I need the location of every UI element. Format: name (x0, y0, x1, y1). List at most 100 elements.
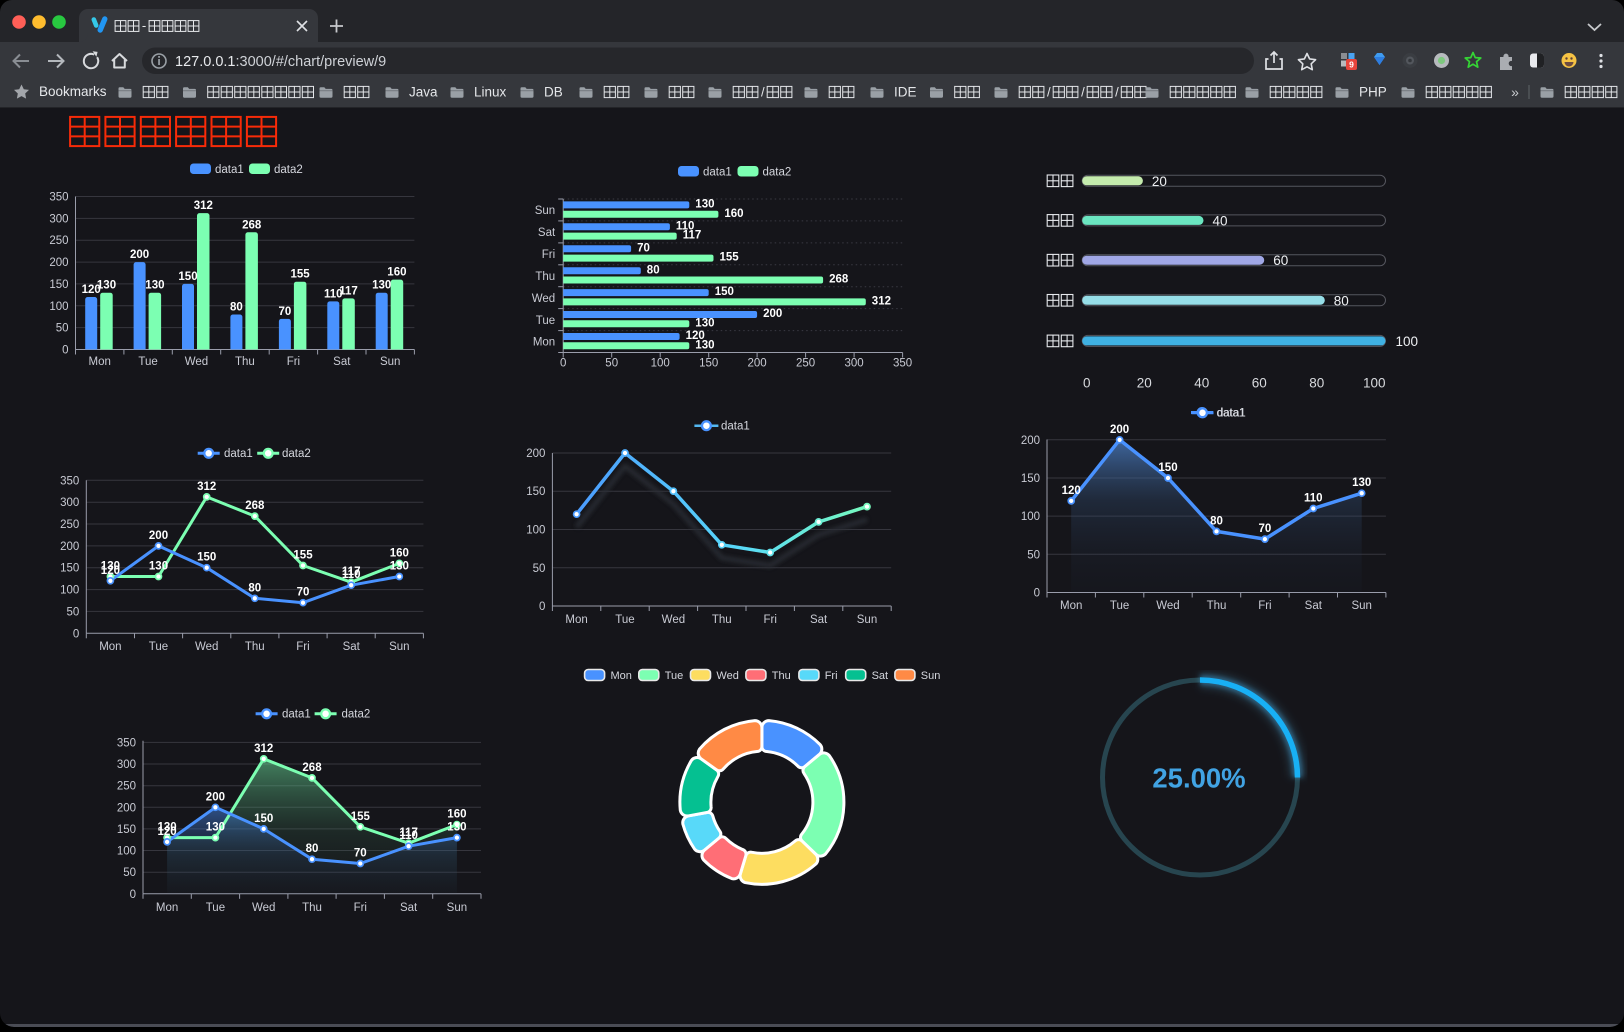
svg-text:50: 50 (533, 563, 546, 575)
svg-text:Tue: Tue (1110, 600, 1129, 612)
svg-text:117: 117 (683, 230, 702, 242)
svg-text:DB: DB (544, 85, 563, 100)
svg-text:/: / (761, 85, 765, 100)
svg-text:200: 200 (117, 802, 136, 814)
svg-text:Fri: Fri (825, 670, 838, 682)
svg-text::3000/#/chart/preview/9: :3000/#/chart/preview/9 (236, 54, 387, 70)
svg-text:Wed: Wed (532, 293, 555, 305)
svg-text:60: 60 (1252, 376, 1267, 391)
svg-text:50: 50 (1027, 549, 1040, 561)
svg-text:150: 150 (254, 813, 273, 825)
svg-text:50: 50 (605, 357, 618, 369)
svg-text:Wed: Wed (662, 614, 685, 626)
svg-text:80: 80 (1210, 515, 1223, 527)
svg-text:Sat: Sat (810, 614, 828, 626)
svg-text:100: 100 (117, 846, 136, 858)
svg-text:Mon: Mon (611, 670, 632, 682)
svg-text:data1: data1 (703, 166, 732, 178)
svg-text:Sat: Sat (1305, 600, 1323, 612)
svg-text:Mon: Mon (89, 356, 111, 368)
svg-text:data1: data1 (224, 448, 253, 460)
svg-text:0: 0 (62, 345, 68, 357)
svg-text:150: 150 (197, 552, 216, 564)
svg-text:Sun: Sun (380, 356, 400, 368)
svg-text:130: 130 (149, 561, 168, 573)
svg-text:0: 0 (560, 357, 566, 369)
svg-text:Mon: Mon (156, 902, 178, 914)
svg-text:0: 0 (73, 628, 79, 640)
svg-text:20: 20 (1137, 376, 1152, 391)
svg-text:50: 50 (123, 867, 136, 879)
svg-text:250: 250 (49, 235, 68, 247)
svg-text:110: 110 (342, 569, 361, 581)
svg-text:0: 0 (1034, 588, 1040, 600)
svg-text:70: 70 (637, 242, 650, 254)
svg-text:312: 312 (872, 296, 891, 308)
svg-text:80: 80 (248, 582, 261, 594)
svg-text:Sun: Sun (389, 641, 409, 653)
svg-text:268: 268 (302, 762, 322, 774)
svg-text:70: 70 (354, 848, 367, 860)
svg-text:40: 40 (1194, 376, 1209, 391)
svg-text:150: 150 (117, 824, 136, 836)
svg-text:data1: data1 (721, 421, 750, 433)
svg-text:200: 200 (60, 541, 79, 553)
svg-text:data2: data2 (763, 166, 792, 178)
svg-text:300: 300 (845, 357, 864, 369)
svg-text:150: 150 (60, 563, 79, 575)
svg-text:Wed: Wed (1156, 600, 1179, 612)
svg-text:350: 350 (60, 475, 79, 487)
svg-text:Thu: Thu (712, 614, 732, 626)
svg-text:Mon: Mon (1060, 600, 1082, 612)
svg-text:200: 200 (763, 308, 782, 320)
svg-text:110: 110 (324, 288, 343, 300)
svg-text:250: 250 (796, 357, 815, 369)
svg-text:130: 130 (695, 317, 714, 329)
svg-text:200: 200 (130, 249, 149, 261)
svg-text:Sat: Sat (400, 902, 418, 914)
svg-text:Thu: Thu (772, 670, 791, 682)
svg-text:155: 155 (720, 252, 740, 264)
svg-text:Thu: Thu (245, 641, 265, 653)
svg-text:Java: Java (409, 85, 438, 100)
svg-text:0: 0 (539, 601, 545, 613)
svg-text:Fri: Fri (1258, 600, 1271, 612)
svg-text:Tue: Tue (615, 614, 634, 626)
svg-text:Thu: Thu (535, 271, 555, 283)
svg-text:Sun: Sun (447, 902, 467, 914)
svg-text:150: 150 (526, 486, 545, 498)
svg-text:70: 70 (297, 587, 310, 599)
svg-text:Tue: Tue (149, 641, 168, 653)
svg-text:350: 350 (49, 192, 68, 204)
svg-text:Tue: Tue (665, 670, 684, 682)
svg-text:Tue: Tue (206, 902, 225, 914)
svg-text:100: 100 (49, 301, 68, 313)
svg-text:0: 0 (1083, 376, 1091, 391)
svg-text:300: 300 (49, 213, 68, 225)
svg-text:/: / (1047, 85, 1051, 100)
svg-text:Mon: Mon (533, 337, 555, 349)
svg-text:160: 160 (447, 809, 466, 821)
svg-text:130: 130 (447, 822, 466, 834)
svg-text:200: 200 (1021, 435, 1040, 447)
svg-text:268: 268 (245, 500, 265, 512)
svg-text:200: 200 (1110, 424, 1129, 436)
svg-text:130: 130 (145, 280, 164, 292)
svg-text:80: 80 (647, 264, 660, 276)
svg-text:Mon: Mon (565, 614, 587, 626)
svg-text:100: 100 (1021, 511, 1040, 523)
svg-text:data1: data1 (1217, 407, 1246, 419)
svg-text:150: 150 (1021, 473, 1040, 485)
svg-text:200: 200 (526, 448, 545, 460)
svg-text:data2: data2 (274, 164, 303, 176)
svg-text:»: » (1511, 84, 1519, 100)
svg-text:100: 100 (651, 357, 670, 369)
svg-text:Fri: Fri (287, 356, 300, 368)
svg-text:130: 130 (101, 561, 120, 573)
svg-text:25.00%: 25.00% (1152, 763, 1245, 794)
svg-text:117: 117 (342, 566, 361, 578)
svg-text:PHP: PHP (1359, 85, 1387, 100)
svg-text:150: 150 (1158, 462, 1177, 474)
svg-text:120: 120 (158, 826, 177, 838)
svg-text:200: 200 (206, 791, 225, 803)
